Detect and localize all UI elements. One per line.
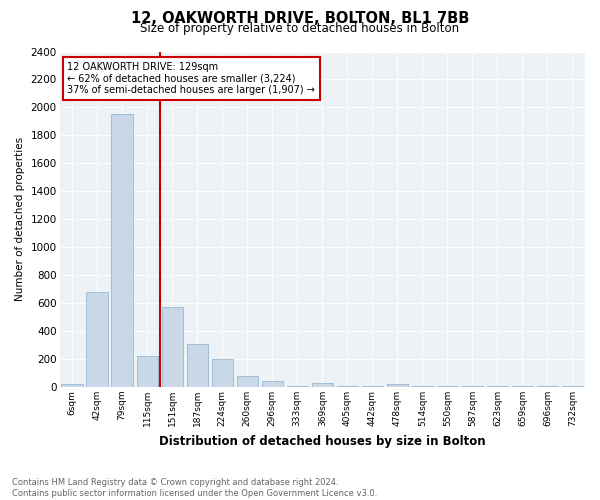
Text: 12 OAKWORTH DRIVE: 129sqm
← 62% of detached houses are smaller (3,224)
37% of se: 12 OAKWORTH DRIVE: 129sqm ← 62% of detac… xyxy=(67,62,316,95)
Bar xyxy=(311,383,333,387)
Bar xyxy=(462,386,483,387)
Bar xyxy=(337,386,358,387)
Bar xyxy=(562,386,583,387)
Bar xyxy=(161,306,183,387)
Text: Size of property relative to detached houses in Bolton: Size of property relative to detached ho… xyxy=(140,22,460,35)
Y-axis label: Number of detached properties: Number of detached properties xyxy=(15,137,25,302)
Bar xyxy=(287,386,308,387)
Bar xyxy=(236,376,258,387)
Bar xyxy=(86,292,108,387)
X-axis label: Distribution of detached houses by size in Bolton: Distribution of detached houses by size … xyxy=(159,434,485,448)
Text: Contains HM Land Registry data © Crown copyright and database right 2024.
Contai: Contains HM Land Registry data © Crown c… xyxy=(12,478,377,498)
Bar xyxy=(362,386,383,387)
Bar xyxy=(212,359,233,387)
Bar xyxy=(487,386,508,387)
Bar xyxy=(61,384,83,387)
Bar xyxy=(412,386,433,387)
Bar xyxy=(112,114,133,387)
Bar xyxy=(537,386,558,387)
Bar xyxy=(187,344,208,387)
Text: 12, OAKWORTH DRIVE, BOLTON, BL1 7BB: 12, OAKWORTH DRIVE, BOLTON, BL1 7BB xyxy=(131,11,469,26)
Bar xyxy=(387,384,408,387)
Bar xyxy=(512,386,533,387)
Bar xyxy=(137,356,158,387)
Bar xyxy=(437,386,458,387)
Bar xyxy=(262,380,283,387)
